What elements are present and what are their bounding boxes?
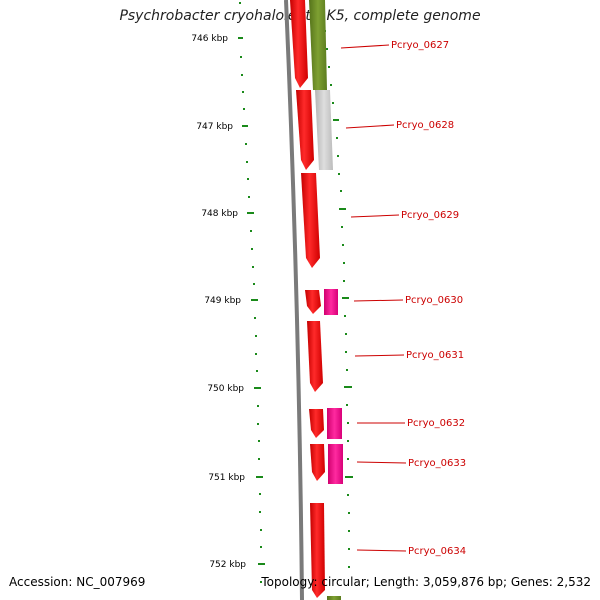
accession-label: Accession: NC_007969 [9, 575, 146, 589]
outer-tick-ring [320, 12, 353, 568]
gene-label-0634: Pcryo_0634 [408, 546, 466, 557]
gene-label-0631: Pcryo_0631 [406, 350, 464, 361]
gene-label-0627: Pcryo_0627 [391, 40, 449, 51]
gene-features-outer [309, 0, 333, 170]
gene-feature-0627 [290, 0, 308, 88]
gene-label-0630: Pcryo_0630 [405, 295, 463, 306]
gene-feature-0631 [307, 321, 323, 392]
gene-features-pink [324, 289, 343, 600]
tick-label-746: 746 kbp [191, 34, 228, 44]
gene-label-0633: Pcryo_0633 [408, 458, 466, 469]
gene-feature-0629 [301, 173, 320, 268]
gene-feature-0627-outer [309, 0, 327, 90]
gene-feature-0633 [310, 444, 325, 481]
tick-label-752: 752 kbp [209, 560, 246, 570]
tick-label-749: 749 kbp [204, 296, 241, 306]
gene-feature-0632 [309, 409, 324, 438]
tick-label-750: 750 kbp [207, 384, 244, 394]
gene-feature-bottom-olive [327, 596, 341, 600]
gene-feature-0630-pink [324, 289, 338, 315]
gene-labels: Pcryo_0627 Pcryo_0628 Pcryo_0629 Pcryo_0… [391, 40, 466, 557]
topology-label: Topology: circular; Length: 3,059,876 bp… [261, 575, 591, 589]
scale-labels: 746 kbp 747 kbp 748 kbp 749 kbp 750 kbp … [191, 34, 246, 570]
gene-feature-0630 [305, 290, 321, 314]
gene-feature-0633-pink [328, 444, 343, 484]
gene-label-0629: Pcryo_0629 [401, 210, 459, 221]
gene-leader-lines [340, 44, 407, 552]
gene-feature-0632-pink [327, 408, 342, 439]
gene-label-0632: Pcryo_0632 [407, 418, 465, 429]
tick-label-748: 748 kbp [201, 209, 238, 219]
gene-feature-0628 [296, 90, 314, 170]
tick-label-747: 747 kbp [196, 122, 233, 132]
genome-backbone [284, 0, 304, 600]
gene-feature-0634 [310, 503, 325, 598]
gene-features-inner [290, 0, 325, 598]
gene-feature-0628-outer [315, 90, 333, 170]
tick-label-751: 751 kbp [208, 473, 245, 483]
inner-tick-ring [238, 2, 265, 583]
gene-label-0628: Pcryo_0628 [396, 120, 454, 131]
